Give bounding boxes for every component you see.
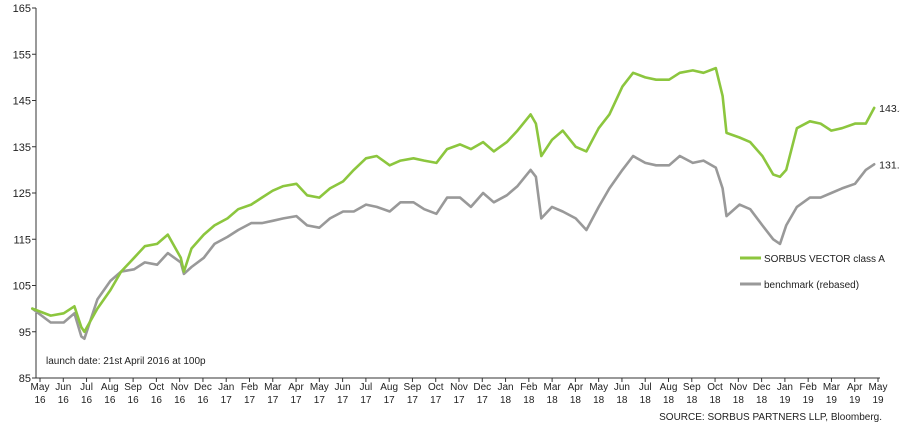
x-tick-label-month: Sep [404,382,422,393]
x-tick-label-month: Oct [149,382,165,393]
x-tick-label-year: 16 [174,395,186,406]
x-tick-label-year: 17 [337,395,349,406]
x-tick-label-year: 19 [872,395,884,406]
x-tick-label-month: Jul [639,382,652,393]
x-tick-label-year: 16 [128,395,140,406]
x-tick-label-year: 18 [593,395,605,406]
x-tick-label-month: Nov [450,382,468,393]
x-tick-label-year: 17 [360,395,372,406]
x-tick-label-month: Jan [497,382,513,393]
x-tick-label-year: 19 [803,395,815,406]
x-tick-label-month: Oct [707,382,723,393]
x-tick-label-month: Nov [171,382,189,393]
y-tick-label: 105 [13,281,31,293]
x-tick-label-month: Feb [520,382,538,393]
x-tick-label-month: Apr [288,382,304,393]
y-axis: 85 95 105 115 125 135 145 155 165 [13,3,37,385]
x-tick-label-year: 17 [221,395,233,406]
x-tick-label-month: Sep [124,382,142,393]
x-tick-label-month: Mar [264,382,282,393]
x-tick-label-year: 16 [34,395,46,406]
x-tick-label-year: 19 [849,395,861,406]
x-tick-label-month: May [589,382,608,393]
y-tick-label: 125 [13,188,31,200]
x-tick-label-month: Jul [359,382,372,393]
x-tick-label-month: Feb [241,382,259,393]
x-tick-label-month: Sep [683,382,701,393]
x-tick-label-year: 18 [686,395,698,406]
x-tick-label-month: Dec [194,382,212,393]
y-tick-label: 135 [13,142,31,154]
x-tick-label-month: Aug [660,382,678,393]
x-tick-label-year: 19 [826,395,838,406]
x-tick-label-year: 17 [453,395,465,406]
x-tick-label-month: Jan [218,382,234,393]
x-tick-label-year: 18 [640,395,652,406]
x-tick-label-year: 18 [570,395,582,406]
x-tick-label-year: 17 [314,395,326,406]
x-tick-label-month: Nov [729,382,747,393]
x-tick-label-month: Mar [823,382,841,393]
y-tick-label: 145 [13,96,31,108]
x-tick-label-year: 18 [547,395,559,406]
x-tick-label-year: 17 [267,395,279,406]
x-tick-label-month: Apr [847,382,863,393]
x-tick-label-year: 17 [290,395,302,406]
x-tick-label-month: Dec [473,382,491,393]
x-tick-label-month: Aug [380,382,398,393]
x-tick-label-year: 19 [779,395,791,406]
y-tick-label: 95 [19,327,31,339]
x-tick-label-year: 17 [430,395,442,406]
y-tick-label: 115 [13,234,31,246]
legend-label-sorbus: SORBUS VECTOR class A [764,254,885,265]
y-tick-label: 155 [13,49,31,61]
x-tick-label-year: 18 [523,395,535,406]
x-tick-label-month: May [31,382,50,393]
x-tick-label-year: 16 [151,395,163,406]
x-tick-label-year: 18 [663,395,675,406]
source-note: SOURCE: SORBUS PARTNERS LLP, Bloomberg. [659,412,882,423]
x-tick-label-month: Mar [543,382,561,393]
x-tick-label-month: Jun [614,382,630,393]
x-tick-label-year: 16 [104,395,116,406]
x-tick-label-year: 17 [477,395,489,406]
x-tick-label-month: Oct [428,382,444,393]
legend: SORBUS VECTOR class A benchmark (rebased… [740,254,885,291]
x-tick-label-month: Apr [568,382,584,393]
launch-date-note: launch date: 21st April 2016 at 100p [46,356,206,367]
series-line-benchmark [30,154,876,341]
x-tick-label-year: 16 [58,395,70,406]
x-axis: May 16 Jun 16 Jul 16 Aug 16 Sep 16 Oct 16 Nov 16 Dec 16… [31,377,888,406]
x-tick-label-year: 18 [733,395,745,406]
x-tick-label-year: 18 [500,395,512,406]
x-tick-label-month: May [869,382,888,393]
x-tick-label-year: 17 [244,395,256,406]
x-tick-label-month: Feb [800,382,818,393]
x-tick-label-year: 16 [81,395,93,406]
x-tick-label-year: 17 [407,395,419,406]
x-tick-label-month: Jan [777,382,793,393]
x-tick-label-year: 18 [709,395,721,406]
x-tick-label-month: May [310,382,329,393]
y-tick-label: 85 [19,373,31,385]
x-tick-label-month: Jun [55,382,71,393]
end-labels: 131.2 143.4 [879,103,900,171]
end-label-benchmark: 131.2 [879,159,900,171]
x-tick-label-year: 18 [756,395,768,406]
end-label-sorbus: 143.4 [879,103,900,115]
x-tick-label-month: Jul [80,382,93,393]
x-tick-label-month: Jun [335,382,351,393]
x-tick-label-year: 16 [197,395,209,406]
legend-label-benchmark: benchmark (rebased) [764,280,859,291]
x-tick-label-month: Dec [753,382,771,393]
y-tick-label: 165 [13,3,31,15]
x-tick-label-month: Aug [101,382,119,393]
series-line-sorbus [30,66,876,334]
x-tick-label-year: 18 [616,395,628,406]
series-layer [30,66,876,341]
x-tick-label-year: 17 [384,395,396,406]
